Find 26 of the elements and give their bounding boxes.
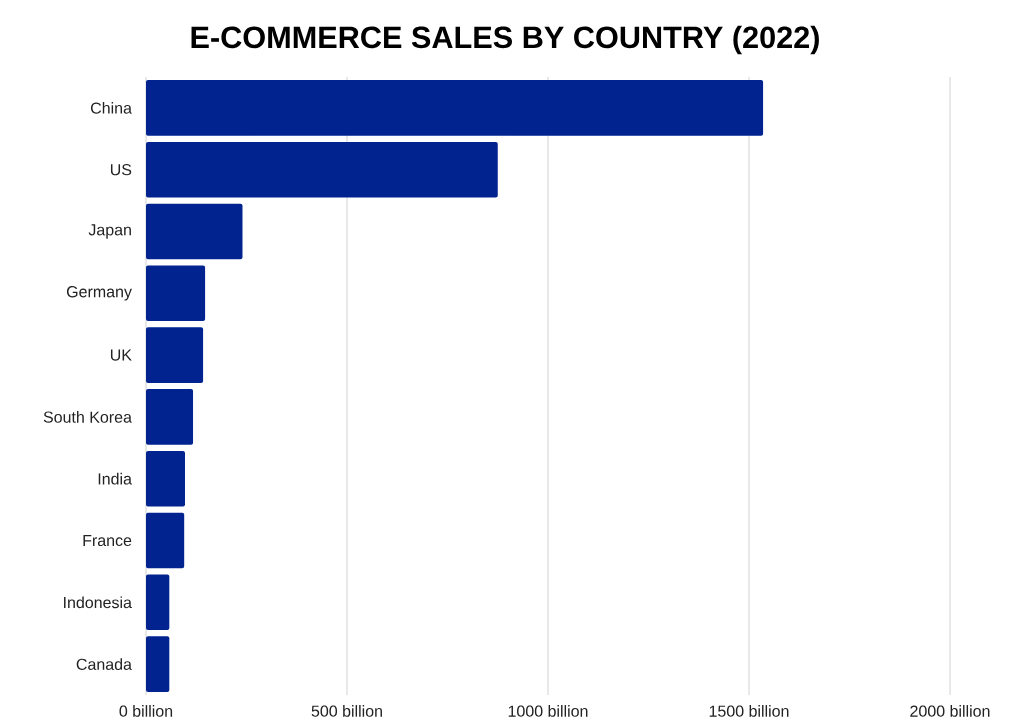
bar [146,265,206,322]
x-tick-label: 1500 billion [709,705,789,717]
y-tick-label: India [98,472,132,485]
y-tick-label: Indonesia [64,596,132,609]
bar [146,389,194,445]
bar [146,327,204,383]
chart-title: E-COMMERCE SALES BY COUNTRY (2022) [191,25,819,55]
bar [146,450,185,507]
y-tick-label: China [90,102,132,114]
y-tick-label: US [110,164,132,176]
x-tick-label: 2000 billion [910,705,990,717]
x-tick-label: 0 billion [119,705,173,717]
y-tick-label: Canada [76,658,132,670]
y-tick-label: UK [110,349,132,361]
bar [146,574,170,631]
bar [146,512,185,569]
y-tick-label: France [83,534,132,547]
bar [146,80,764,136]
x-tick-label: 1000 billion [508,705,588,717]
y-tick-label: South Korea [43,411,132,423]
y-tick-label: Germany [66,286,132,301]
bar [146,636,170,692]
bar [146,141,498,198]
bar [146,203,243,260]
x-tick-label: 500 billion [311,705,382,717]
y-tick-label: Japan [88,224,131,239]
